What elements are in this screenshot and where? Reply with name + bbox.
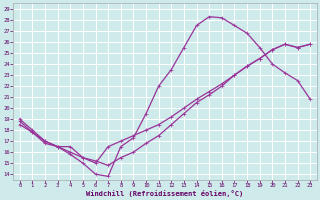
X-axis label: Windchill (Refroidissement éolien,°C): Windchill (Refroidissement éolien,°C) bbox=[86, 190, 244, 197]
